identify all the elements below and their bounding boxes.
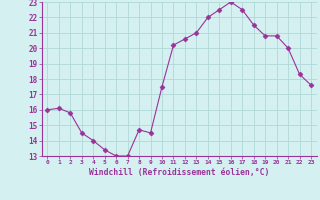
- X-axis label: Windchill (Refroidissement éolien,°C): Windchill (Refroidissement éolien,°C): [89, 168, 269, 177]
